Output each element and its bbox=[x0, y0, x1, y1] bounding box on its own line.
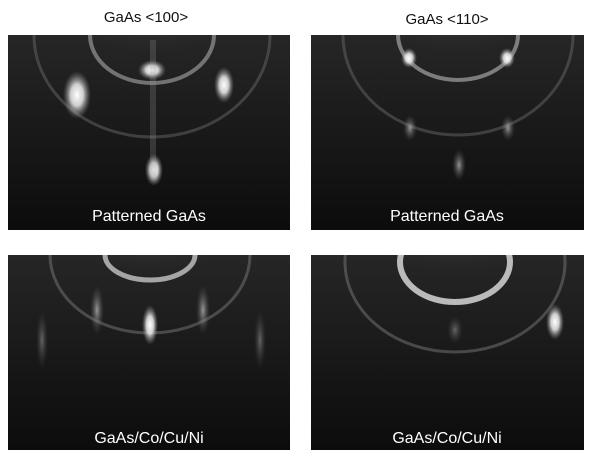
panel-label: GaAs/Co/Cu/Ni bbox=[392, 430, 501, 447]
column-title: GaAs <110> bbox=[405, 11, 488, 28]
rheed-panel bbox=[8, 0, 290, 230]
panel-label: GaAs/Co/Cu/Ni bbox=[94, 430, 203, 447]
panel-label: Patterned GaAs bbox=[92, 208, 206, 225]
rheed-figure: GaAs <100> GaAs <110> Patterned GaAs Pat… bbox=[0, 0, 592, 457]
column-title: GaAs <100> bbox=[104, 9, 188, 26]
rheed-panel bbox=[311, 0, 584, 230]
figure: GaAs <100> GaAs <110> Patterned GaAs Pat… bbox=[0, 0, 592, 457]
panel-label: Patterned GaAs bbox=[390, 208, 504, 225]
